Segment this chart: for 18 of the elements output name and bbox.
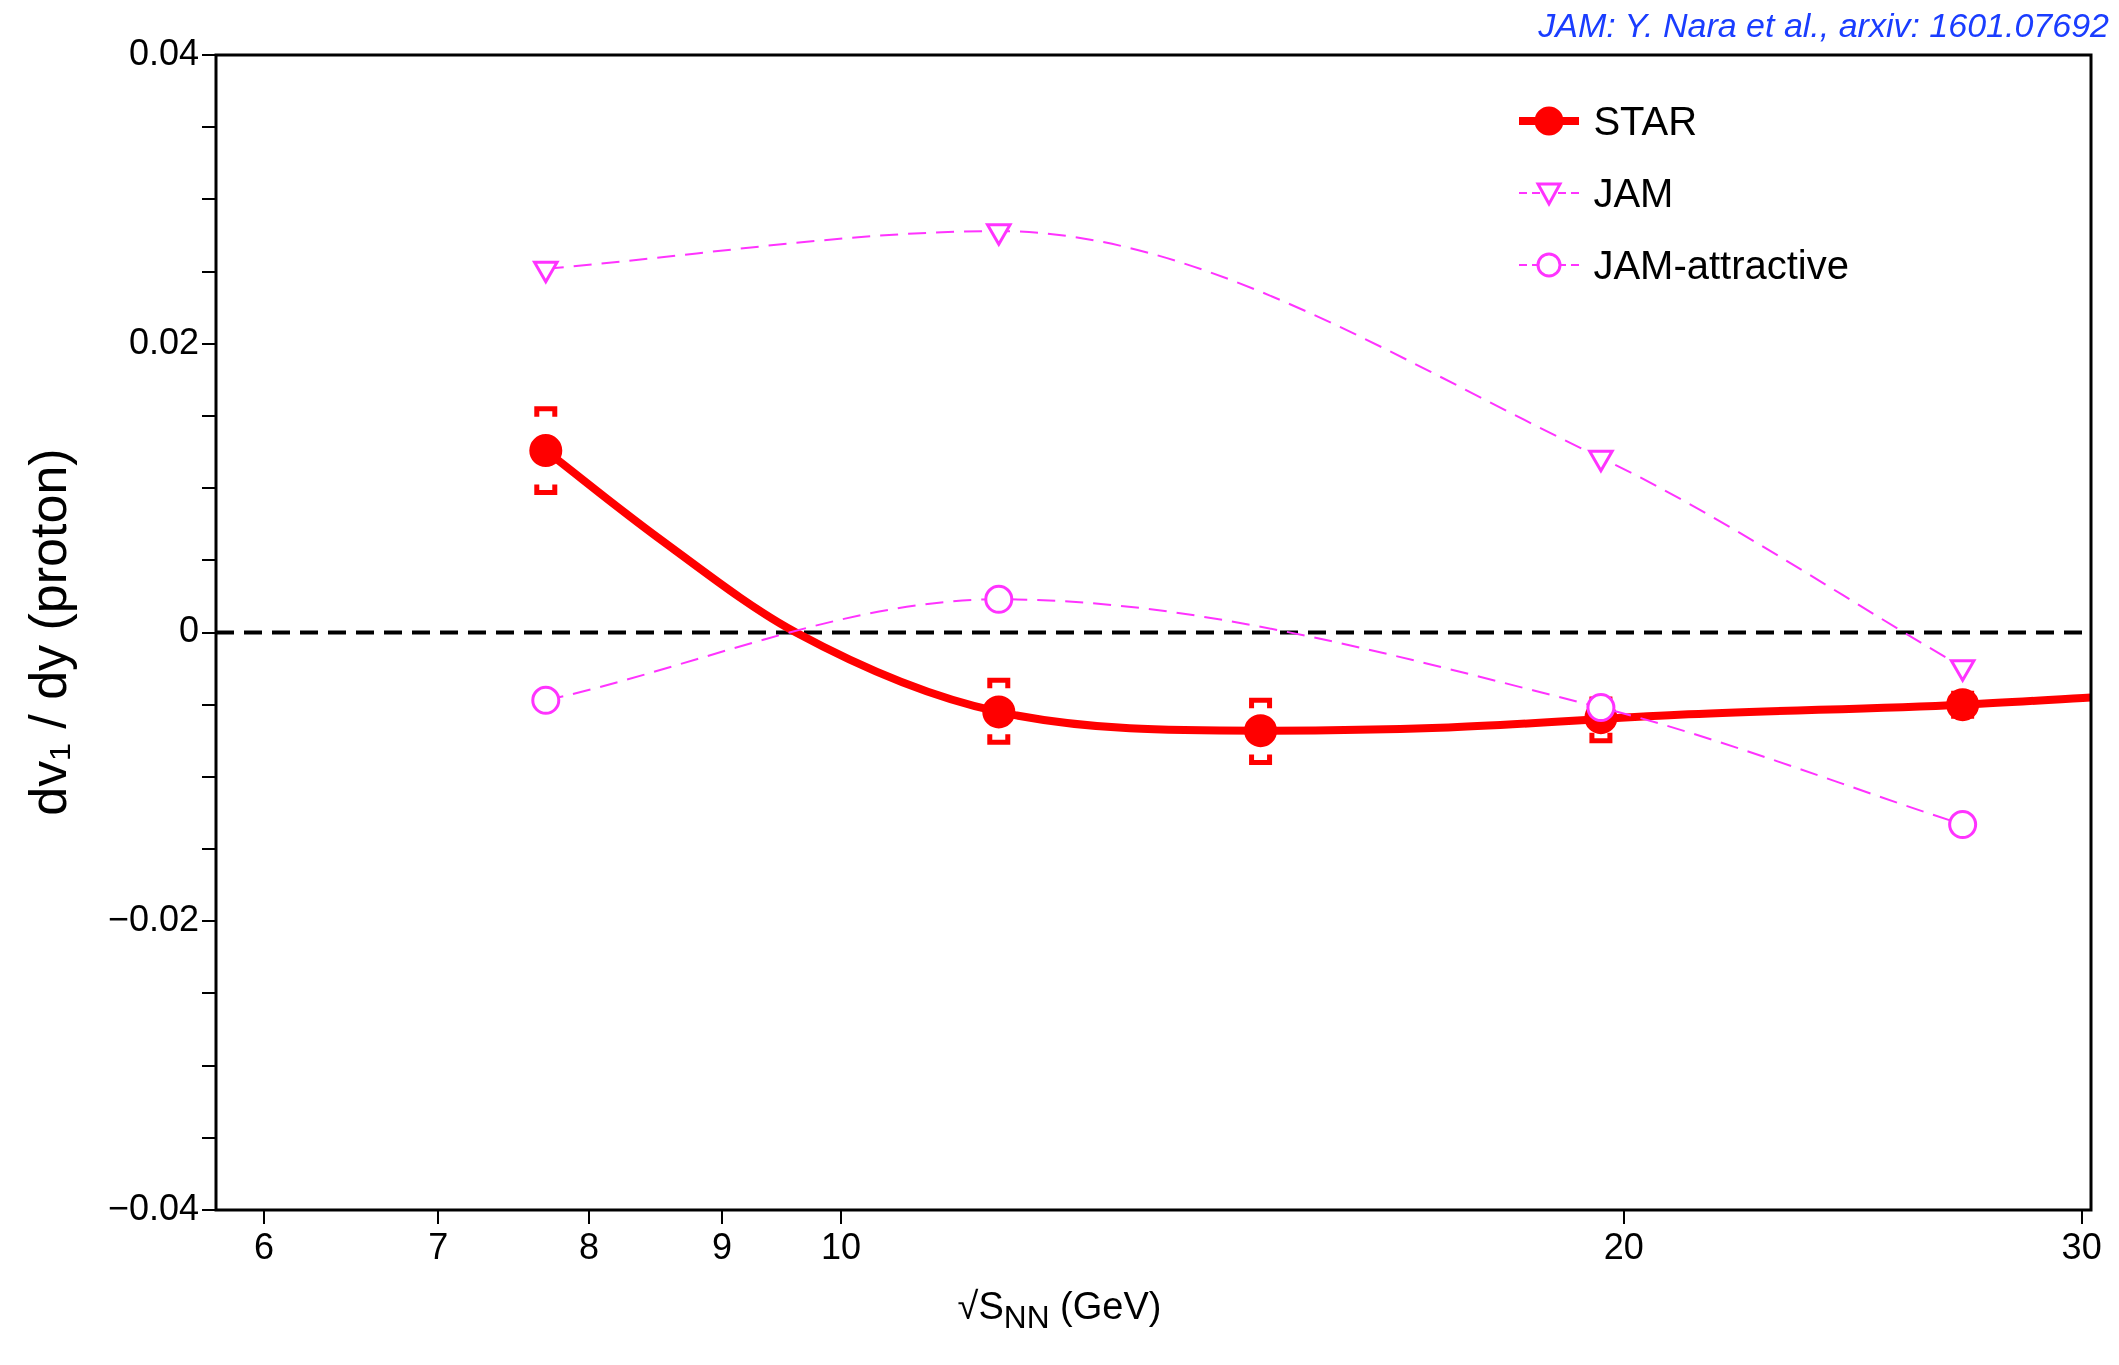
x-tick-label: 8 bbox=[578, 1225, 599, 1267]
x-tick-label: 30 bbox=[2061, 1225, 2102, 1267]
y-axis-title: dv₁ / dy (proton) bbox=[18, 448, 78, 816]
y-tick-label: −0.02 bbox=[107, 898, 199, 940]
x-tick-label: 6 bbox=[254, 1225, 275, 1267]
y-tick-label: 0.04 bbox=[128, 31, 199, 73]
legend-label: STAR bbox=[1593, 98, 1698, 144]
x-tick-label: 9 bbox=[711, 1225, 732, 1267]
y-tick-label: 0 bbox=[178, 609, 199, 651]
x-tick-label: 20 bbox=[1603, 1225, 1644, 1267]
legend-label: JAM-attractive bbox=[1593, 242, 1849, 288]
legend-label: JAM bbox=[1593, 170, 1674, 216]
text: JAM: Y. Nara et al., arxiv: 1601.07692 bbox=[1538, 6, 2109, 45]
x-tick-label: 7 bbox=[428, 1225, 449, 1267]
y-tick-label: −0.04 bbox=[107, 1186, 199, 1228]
y-tick-label: 0.02 bbox=[128, 320, 199, 362]
x-axis-title: √S$_{NN}$ (GeV) bbox=[956, 1285, 1163, 1336]
x-tick-label: 10 bbox=[820, 1225, 861, 1267]
